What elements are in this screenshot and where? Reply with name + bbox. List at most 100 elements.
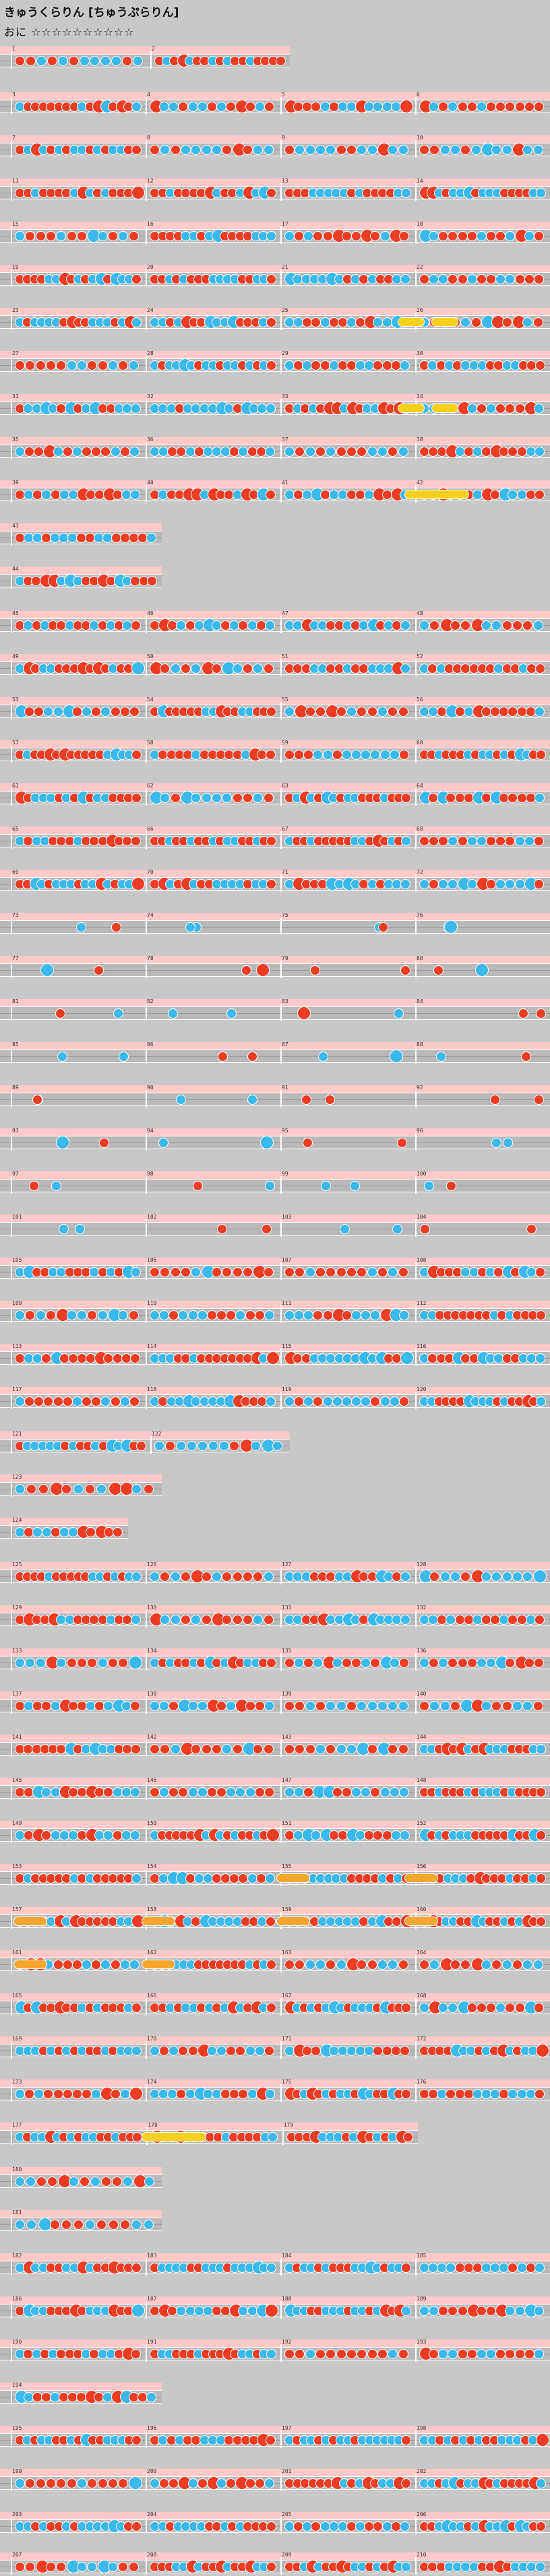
barline xyxy=(415,659,417,676)
ka-note xyxy=(197,101,208,112)
barline xyxy=(11,1522,12,1540)
ka-note xyxy=(264,620,275,631)
measure-number: 115 xyxy=(282,1343,292,1349)
lane-line xyxy=(0,2446,550,2447)
don-note xyxy=(377,2348,388,2359)
barline xyxy=(146,2084,147,2102)
ka-note xyxy=(389,1050,403,1063)
drumroll-note xyxy=(142,1960,175,1969)
ka-note xyxy=(313,1657,324,1668)
measure-number: 61 xyxy=(12,783,19,789)
measure-number: 194 xyxy=(12,2382,22,2388)
measure-number: 157 xyxy=(12,1906,22,1912)
barline xyxy=(280,2430,282,2448)
ka-note xyxy=(486,1657,497,1668)
don-note xyxy=(294,230,305,241)
barline xyxy=(146,2344,147,2362)
don-note xyxy=(466,1657,477,1668)
don-note xyxy=(336,1266,346,1277)
measure-number: 172 xyxy=(417,2036,427,2042)
measure-number: 70 xyxy=(147,869,154,875)
don-note xyxy=(524,1657,534,1668)
don-note xyxy=(322,230,333,241)
don-note xyxy=(514,403,525,414)
ka-note xyxy=(389,1657,400,1668)
ka-note xyxy=(15,1483,25,1494)
ka-note xyxy=(481,1959,491,1970)
don-note xyxy=(266,835,277,846)
don-note xyxy=(160,1266,171,1277)
don-note xyxy=(38,1483,49,1494)
ka-note xyxy=(284,706,295,717)
barline xyxy=(11,226,12,244)
ka-note xyxy=(268,2131,278,2142)
ka-note xyxy=(82,706,92,717)
measure-number: 88 xyxy=(417,1041,423,1048)
measure-number: 3 xyxy=(12,92,16,98)
ka-note xyxy=(272,1440,283,1451)
don-note xyxy=(226,1310,237,1320)
barline xyxy=(11,659,12,676)
don-note xyxy=(295,2348,305,2359)
measure-number: 34 xyxy=(417,393,423,399)
don-note xyxy=(130,835,141,846)
measure-number: 93 xyxy=(12,1128,19,1134)
ka-note xyxy=(73,1483,84,1494)
barline xyxy=(11,1133,12,1151)
ka-note xyxy=(264,1310,274,1320)
lane-line xyxy=(0,1582,550,1583)
barline xyxy=(415,1133,417,1151)
don-note xyxy=(438,2305,449,2316)
don-note xyxy=(187,2045,198,2056)
ka-note xyxy=(303,1396,314,1407)
ka-note xyxy=(82,1959,92,1970)
don-note xyxy=(241,965,251,975)
don-note xyxy=(534,1614,545,1625)
don-note xyxy=(457,2305,468,2316)
barline xyxy=(280,1610,282,1628)
measure-number: 13 xyxy=(282,178,288,184)
don-note xyxy=(315,1266,326,1277)
ka-note xyxy=(401,2561,412,2572)
measure-number: 150 xyxy=(147,1820,157,1826)
measure-number: 69 xyxy=(12,869,19,875)
ka-note xyxy=(266,2262,277,2273)
don-note xyxy=(401,2088,412,2099)
drumroll-note xyxy=(404,1917,438,1926)
barline xyxy=(11,2474,12,2491)
don-note xyxy=(254,1700,265,1711)
ka-note xyxy=(295,144,305,155)
measure-highlight-band xyxy=(0,135,550,143)
don-note xyxy=(206,1310,217,1320)
ka-note xyxy=(264,2478,274,2488)
measure-number: 96 xyxy=(417,1128,423,1134)
measure-number: 58 xyxy=(147,740,154,746)
don-note xyxy=(438,835,449,846)
lane-line xyxy=(0,631,550,632)
barline xyxy=(415,2258,417,2276)
ka-note xyxy=(15,446,25,457)
barline xyxy=(11,51,12,69)
ka-note xyxy=(332,1657,342,1668)
don-note xyxy=(398,1657,409,1668)
don-note xyxy=(398,749,409,760)
measure-number: 205 xyxy=(282,2511,292,2517)
ka-note xyxy=(491,620,502,631)
ka-note xyxy=(284,1786,295,1797)
lane-line xyxy=(0,2230,162,2231)
ka-note xyxy=(59,1223,69,1234)
don-note xyxy=(178,1786,189,1797)
measure-number: 10 xyxy=(417,135,423,141)
measure-number: 30 xyxy=(417,350,423,356)
don-note xyxy=(457,101,468,112)
barline xyxy=(146,226,147,244)
measure-number: 128 xyxy=(417,1561,427,1568)
measure-number: 27 xyxy=(12,350,19,356)
lane-line xyxy=(0,371,550,372)
don-note xyxy=(87,360,98,371)
don-note xyxy=(50,2219,60,2230)
ka-note xyxy=(522,1700,533,1711)
don-note xyxy=(429,878,439,889)
barline xyxy=(415,97,417,115)
lane-line xyxy=(0,285,550,286)
